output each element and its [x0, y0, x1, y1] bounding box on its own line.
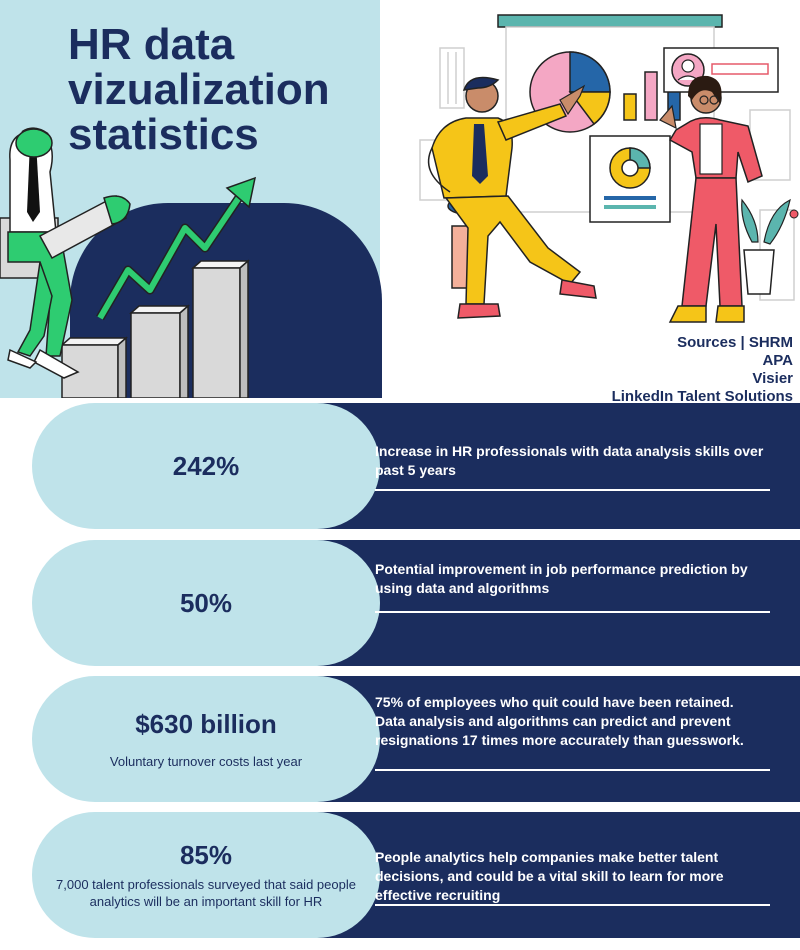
hero-section: HR data vizualization statistics: [0, 0, 800, 405]
stat-row: 50% Potential improvement in job perform…: [0, 540, 800, 666]
woman-presenting: [659, 75, 763, 323]
man-presenting: [427, 76, 597, 319]
stat-value: 85%: [179, 840, 233, 870]
man-with-laptop: [0, 127, 131, 379]
source-line: Visier: [752, 370, 793, 387]
stat-row: 85% 7,000 talent professionals surveyed …: [0, 812, 800, 938]
stat-row: 242% Increase in HR professionals with d…: [0, 403, 800, 529]
board-header-bar: [497, 14, 723, 28]
stat-pill: 85% 7,000 talent professionals surveyed …: [32, 812, 380, 938]
stat-pill: 242%: [32, 403, 380, 529]
page-title: HR data vizualization statistics: [68, 20, 330, 159]
stat-pill: $630 billion Voluntary turnover costs la…: [32, 676, 380, 802]
presentation-illustration: [419, 14, 799, 323]
profile-card-icon: [663, 47, 779, 93]
stat-subtitle: 7,000 talent professionals surveyed that…: [56, 877, 356, 909]
growth-arrow-icon: [96, 176, 257, 321]
stat-value: 50%: [179, 588, 233, 618]
potted-plant: [741, 198, 799, 295]
source-line: APA: [762, 352, 793, 369]
stat-row: $630 billion Voluntary turnover costs la…: [0, 676, 800, 802]
stat-description: Increase in HR professionals with data a…: [375, 443, 764, 478]
stat-description: 75% of employees who quit could have bee…: [375, 694, 744, 748]
stat-subtitle: Voluntary turnover costs last year: [109, 753, 303, 769]
growth-illustration: [0, 127, 257, 398]
stat-description: Potential improvement in job performance…: [375, 561, 748, 596]
stat-value: 242%: [172, 451, 240, 481]
mini-bar-chart: [623, 71, 681, 121]
stat-pill: 50%: [32, 540, 380, 666]
stat-divider: [375, 904, 770, 906]
source-line: Sources | SHRM: [677, 334, 793, 351]
stat-value: $630 billion: [135, 708, 277, 739]
stat-divider: [375, 611, 770, 613]
source-line: LinkedIn Talent Solutions: [611, 388, 793, 405]
stat-divider: [375, 489, 770, 491]
donut-chart-icon: [589, 135, 671, 223]
sources-list: Sources | SHRM APA Visier LinkedIn Talen…: [612, 334, 793, 406]
stat-divider: [375, 769, 770, 771]
stat-description: People analytics help companies make bet…: [375, 849, 724, 903]
